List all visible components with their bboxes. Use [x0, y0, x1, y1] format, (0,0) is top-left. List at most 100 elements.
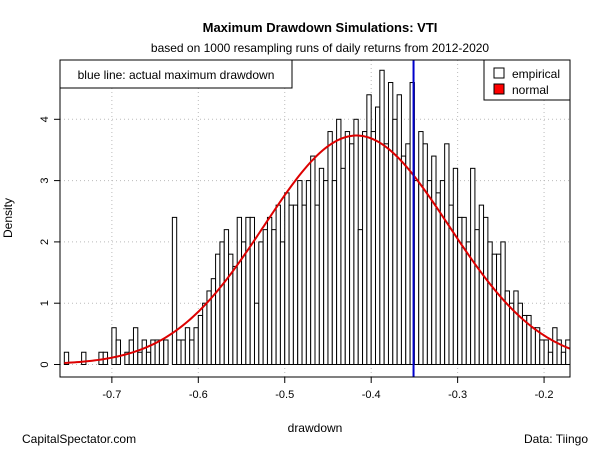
histogram-bar: [560, 351, 567, 365]
histogram-bar: [288, 204, 294, 365]
histogram-bar: [413, 180, 420, 365]
histogram-bar: [336, 118, 342, 365]
x-tick-label: -0.4: [362, 389, 381, 401]
histogram-bar: [258, 241, 264, 365]
histogram-bar: [370, 131, 377, 365]
histogram-bar: [223, 229, 230, 365]
histogram-bar: [202, 302, 208, 366]
histogram-bar: [314, 204, 320, 365]
y-tick-label: 0: [39, 361, 51, 367]
annotation-box: blue line: actual maximum drawdown: [59, 59, 293, 89]
histogram-bar: [461, 216, 467, 365]
histogram-bar: [491, 253, 498, 365]
y-axis: 0 1 2 3 4: [39, 116, 60, 368]
histogram-bar: [331, 180, 338, 365]
histogram-bar: [508, 302, 515, 366]
histogram-bar: [426, 180, 433, 365]
histogram-bars: [63, 69, 571, 366]
normal-density-curve: [64, 134, 571, 364]
footer-source-left: CapitalSpectator.com: [22, 432, 136, 446]
y-tick-label: 2: [39, 239, 51, 245]
y-tick-label: 3: [39, 178, 51, 184]
histogram-bar: [470, 167, 476, 365]
histogram-bar: [362, 131, 368, 365]
histogram-bar: [193, 327, 199, 365]
histogram-bar: [189, 339, 195, 366]
histogram-bar: [81, 351, 87, 365]
histogram-bar: [565, 339, 571, 366]
histogram-bar: [284, 192, 290, 365]
histogram-bar: [271, 229, 277, 365]
histogram-bar: [435, 192, 441, 365]
histogram-bar: [387, 82, 394, 366]
footer-source-right: Data: Tiingo: [524, 432, 588, 446]
histogram-bar: [266, 216, 273, 365]
histogram-bar: [210, 278, 217, 365]
x-axis-label: drawdown: [288, 421, 343, 435]
histogram-bar: [474, 229, 480, 365]
histogram-bar: [323, 180, 329, 365]
histogram-bar: [478, 204, 485, 365]
annotation-text: blue line: actual maximum drawdown: [78, 68, 275, 82]
legend-label-empirical: empirical: [512, 67, 560, 81]
histogram-bar: [465, 241, 472, 365]
histogram-bar: [132, 327, 139, 365]
histogram-bar: [452, 167, 459, 365]
histogram-bar: [327, 131, 333, 365]
histogram-bar: [275, 204, 281, 365]
histogram-bar: [547, 351, 554, 365]
histogram-bar: [197, 314, 204, 365]
histogram-bar: [517, 302, 523, 366]
annotation-frame: [59, 59, 293, 89]
histogram-bar: [353, 118, 359, 365]
histogram-bar: [262, 229, 268, 365]
legend: empirical normal: [483, 59, 571, 101]
histogram-bar: [145, 351, 152, 365]
histogram-bar: [115, 339, 122, 366]
histogram-bar: [400, 155, 407, 365]
histogram-bar: [253, 302, 260, 366]
histogram-bar: [405, 143, 411, 365]
histogram-bar: [236, 216, 243, 365]
legend-swatch-empirical: [493, 67, 505, 79]
x-tick-label: -0.2: [535, 389, 554, 401]
histogram-bar: [422, 143, 428, 365]
histogram-bar: [318, 167, 325, 365]
histogram-bar: [292, 204, 299, 365]
histogram-bar: [137, 351, 143, 365]
histogram-bar: [418, 131, 424, 365]
histogram-bar: [158, 339, 165, 366]
histogram-bar: [215, 253, 221, 365]
histogram-bar: [539, 339, 545, 366]
histogram-bar: [444, 143, 450, 365]
y-tick-label: 4: [39, 116, 51, 122]
histogram-bar: [232, 265, 238, 366]
histogram-bar: [301, 204, 307, 365]
histogram-bar: [357, 229, 364, 365]
histogram-bar: [184, 327, 191, 365]
plot-frame: [59, 59, 571, 378]
histogram-bar: [305, 180, 312, 365]
histogram-bar: [543, 339, 549, 366]
histogram-bar: [241, 241, 247, 365]
histogram-bar: [396, 94, 402, 365]
histogram-bar: [431, 155, 437, 365]
histogram-bar: [487, 241, 493, 365]
histogram-bar: [379, 69, 385, 365]
legend-swatch-normal: [493, 83, 505, 95]
histogram-bar: [249, 216, 255, 365]
x-tick-label: -0.3: [448, 389, 467, 401]
y-tick-label: 1: [39, 300, 51, 306]
histogram-bar: [530, 327, 536, 365]
x-tick-label: -0.5: [275, 389, 294, 401]
histogram-bar: [219, 241, 225, 365]
histogram-bar: [176, 339, 182, 366]
histogram-bar: [349, 143, 355, 365]
histogram-bar: [111, 327, 117, 365]
histogram-bar: [366, 94, 372, 365]
histogram-bar: [163, 339, 169, 366]
x-axis: -0.7 -0.6 -0.5 -0.4 -0.3 -0.2: [102, 377, 554, 401]
chart-subtitle: based on 1000 resampling runs of daily r…: [151, 41, 490, 55]
histogram-bar: [279, 241, 286, 365]
